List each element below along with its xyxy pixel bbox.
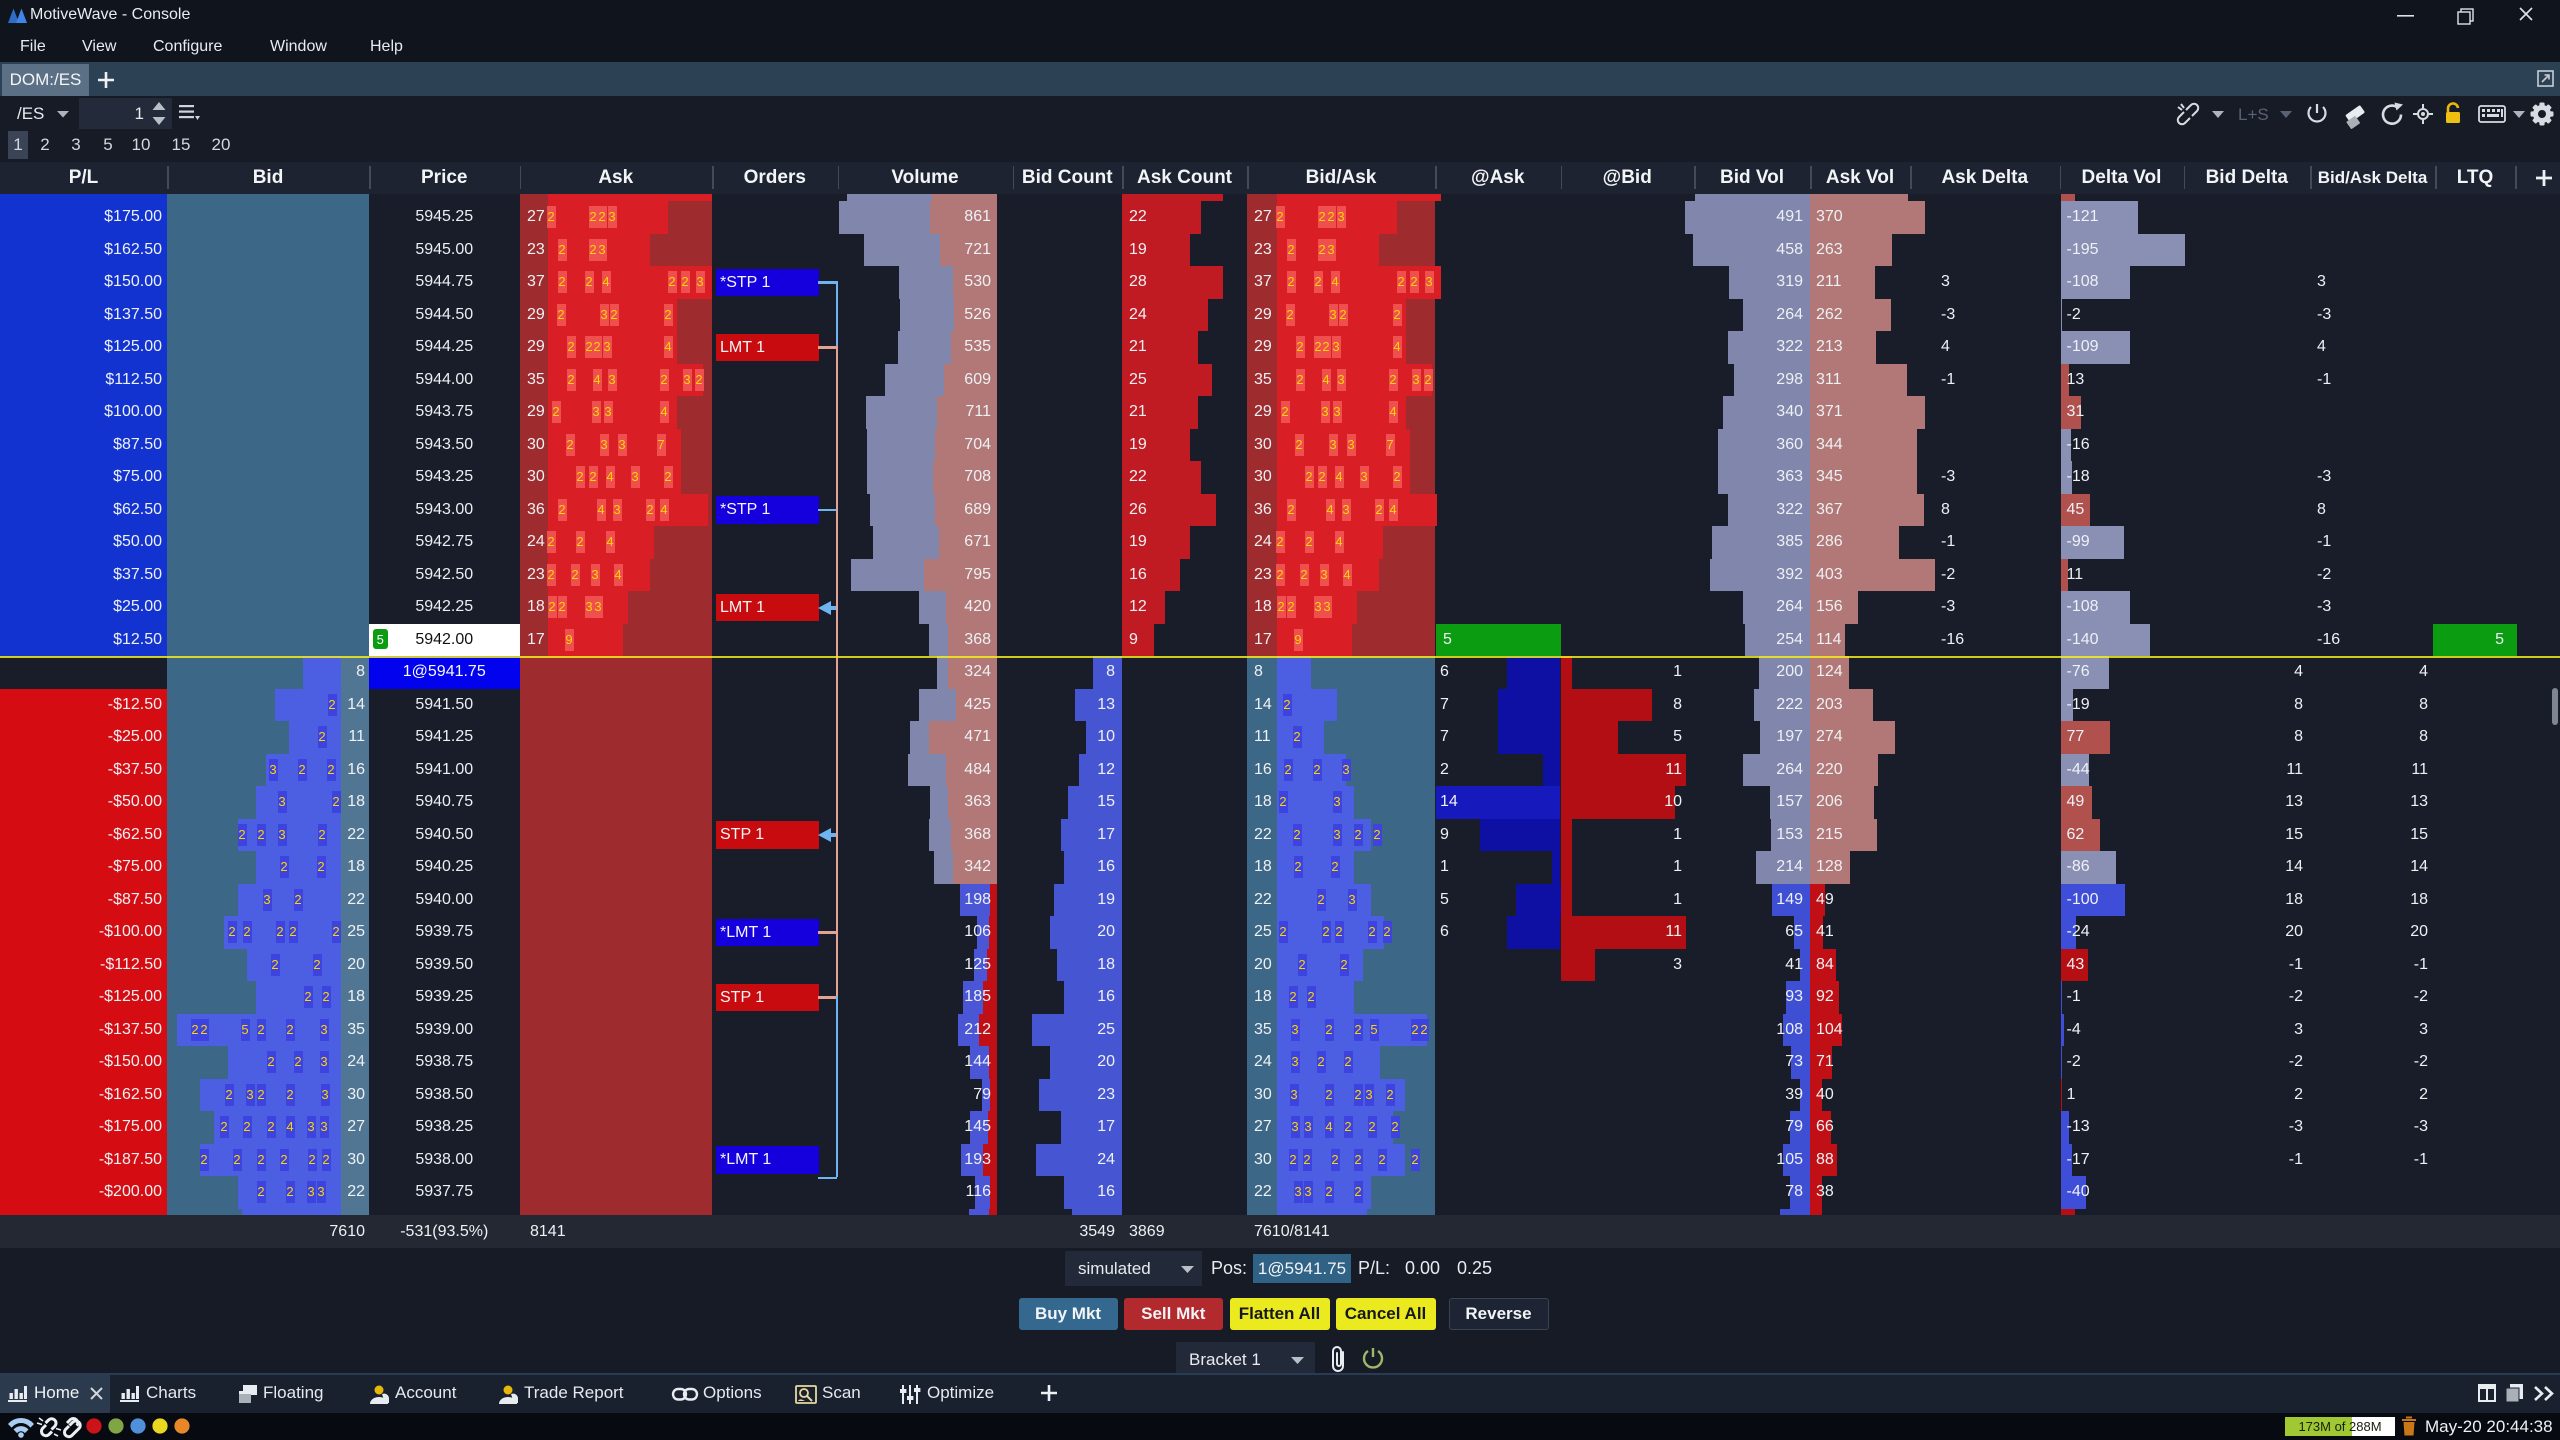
svg-text:L+S: L+S xyxy=(2238,105,2269,124)
